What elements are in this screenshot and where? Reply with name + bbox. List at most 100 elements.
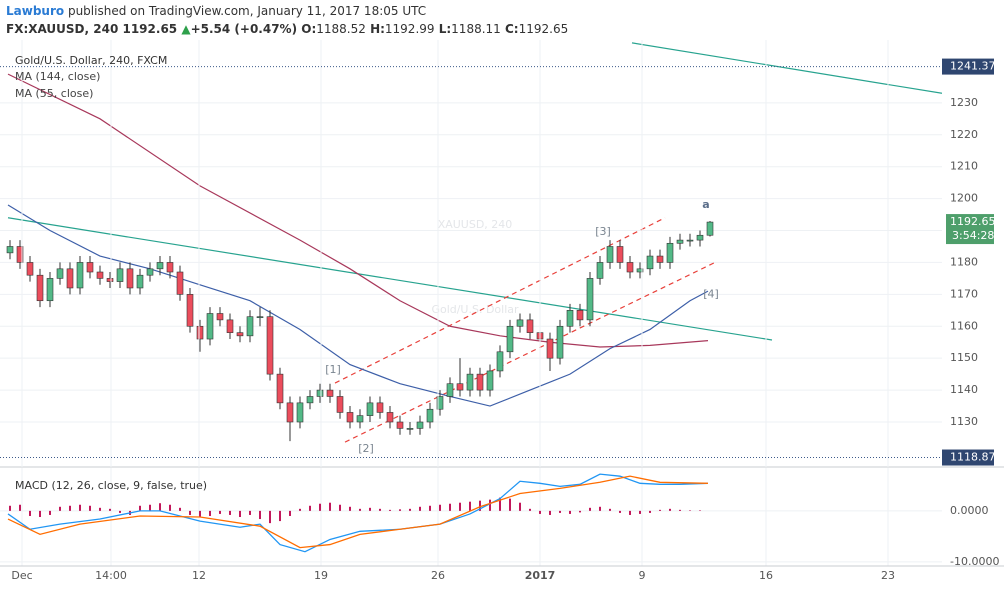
candle-body xyxy=(106,278,114,282)
pane xyxy=(0,473,942,563)
candle-body xyxy=(546,338,554,359)
histogram-bar xyxy=(399,509,401,511)
candle-body xyxy=(56,268,64,279)
x-tick-label: 23 xyxy=(881,569,895,582)
candle-body xyxy=(66,268,74,289)
x-tick-label: 19 xyxy=(314,569,328,582)
candle-body xyxy=(426,408,434,423)
wave-label: [4] xyxy=(703,287,719,300)
candle-body xyxy=(306,396,314,404)
header: Lawburo published on TradingView.com, Ja… xyxy=(0,0,1004,40)
histogram-bar xyxy=(19,504,21,511)
quote-line: FX:XAUUSD, 240 1192.65 ▲+5.54 (+0.47%) O… xyxy=(6,22,568,36)
histogram-bar xyxy=(689,510,691,511)
histogram-bar xyxy=(409,508,411,511)
candle-body xyxy=(336,396,344,413)
y-tick-label: 1180 xyxy=(950,255,978,268)
countdown: 3:54:28 xyxy=(952,229,994,242)
candle-body xyxy=(386,412,394,423)
legend-title: Gold/U.S. Dollar, 240, FXCM xyxy=(15,54,167,67)
candle-body xyxy=(206,313,214,340)
histogram-bar xyxy=(149,504,151,511)
histogram-bar xyxy=(369,507,371,511)
o: 1188.52 xyxy=(316,22,366,36)
histogram-bar xyxy=(489,499,491,511)
histogram-bar xyxy=(429,505,431,511)
histogram-bar xyxy=(459,502,461,511)
histogram-bar xyxy=(509,498,511,511)
histogram-bar xyxy=(79,504,81,511)
candle-body xyxy=(16,246,24,263)
candle-body xyxy=(276,373,284,404)
histogram-bar xyxy=(389,509,391,511)
histogram-bar xyxy=(599,506,601,511)
h: 1192.99 xyxy=(384,22,435,36)
trendline xyxy=(631,42,942,94)
published: published on TradingView.com, January 11… xyxy=(67,4,427,18)
histogram-bar xyxy=(589,507,591,511)
histogram-bar xyxy=(109,508,111,511)
candle-body xyxy=(596,262,604,279)
publisher[interactable]: Lawburo xyxy=(6,4,65,18)
histogram-bar xyxy=(359,508,361,511)
candle-body xyxy=(136,274,144,289)
candle-body xyxy=(36,274,44,302)
candle-body xyxy=(526,319,534,333)
candle-body xyxy=(146,268,154,276)
candle-body xyxy=(516,319,524,327)
wave-label: [1] xyxy=(325,363,341,376)
publish-line: Lawburo published on TradingView.com, Ja… xyxy=(6,4,426,18)
histogram-bar xyxy=(59,506,61,511)
candle-body xyxy=(256,316,264,318)
wave-label: [3] xyxy=(595,225,611,238)
histogram-bar xyxy=(89,505,91,511)
histogram-bar xyxy=(209,510,211,516)
histogram-bar xyxy=(419,506,421,511)
y-tick-label: 1170 xyxy=(950,287,978,300)
histogram-bar xyxy=(229,510,231,515)
histogram-bar xyxy=(669,508,671,511)
candle-body xyxy=(446,383,454,397)
macd-line xyxy=(7,475,709,549)
candle-body xyxy=(86,262,94,273)
y-tick-label: 1210 xyxy=(950,160,978,173)
candle-body xyxy=(416,421,424,429)
candle-body xyxy=(616,246,624,263)
histogram-bar xyxy=(659,509,661,511)
y-tick-label: 1200 xyxy=(950,192,978,205)
histogram-bar xyxy=(199,510,201,517)
candle-body xyxy=(346,412,354,423)
candle-body xyxy=(316,389,324,397)
histogram-bar xyxy=(479,500,481,511)
candle-body xyxy=(666,242,674,263)
candle-body xyxy=(586,278,594,321)
histogram-bar xyxy=(539,510,541,514)
candle-body xyxy=(466,373,474,391)
change: +5.54 (+0.47%) xyxy=(190,22,298,36)
histogram-bar xyxy=(609,508,611,511)
price-axis-bg xyxy=(942,40,1004,591)
x-tick-label: 2017 xyxy=(525,569,556,582)
candle-body xyxy=(296,402,304,423)
y-tick-label: 1230 xyxy=(950,96,978,109)
price-tag xyxy=(946,214,994,245)
candle-body xyxy=(166,262,174,273)
pane: XAUUSD, 240 Gold/U.S. Dollar [1] [2] [3] [4] a xyxy=(0,42,942,455)
level-tag xyxy=(942,449,994,466)
y-tick-label: -10.0000 xyxy=(950,555,999,568)
histogram-bar xyxy=(349,506,351,511)
x-tick-label: 9 xyxy=(639,569,646,582)
histogram-bar xyxy=(619,510,621,513)
candle-body xyxy=(76,262,84,289)
trendline xyxy=(344,261,716,443)
histogram-bar xyxy=(639,510,641,514)
candle-body xyxy=(96,271,104,279)
histogram-bar xyxy=(579,510,581,513)
c-label: C: xyxy=(504,22,519,36)
histogram-bar xyxy=(69,505,71,511)
candle-body xyxy=(326,389,334,397)
histogram-bar xyxy=(49,510,51,515)
l: 1188.11 xyxy=(451,22,501,36)
candle-body xyxy=(216,313,224,321)
